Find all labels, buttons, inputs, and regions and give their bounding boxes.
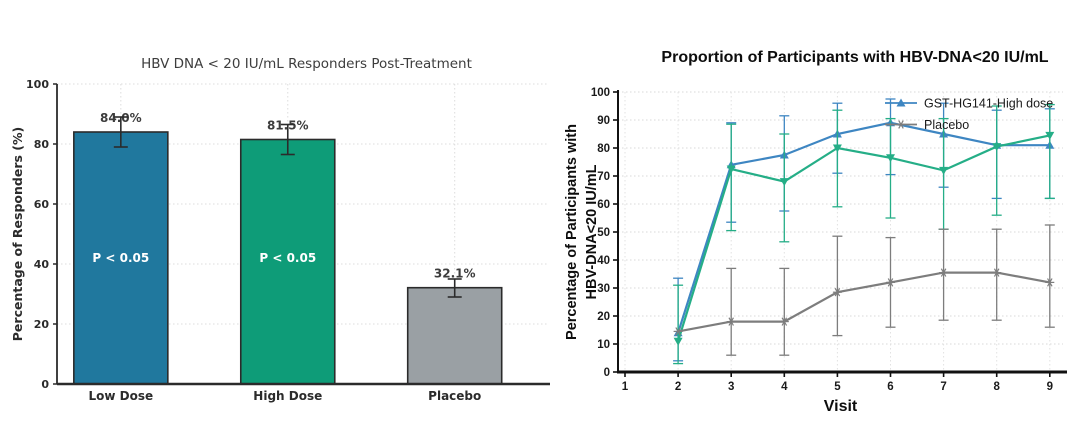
line-chart-svg: 0 10 20 30 40 50 60 70 80 90 100 1 2 3 4 5 6 7 8 9 Proportio…: [564, 49, 1067, 415]
x-tick-label: 1: [622, 381, 629, 393]
x-tick-label: 9: [1047, 381, 1053, 393]
y-tick-label: 50: [597, 227, 610, 239]
series-line: [677, 134, 1051, 342]
triangle-down-marker: [673, 337, 683, 346]
triangle-down-marker: [939, 166, 949, 175]
x-tick-label-low-dose: Low Dose: [89, 389, 154, 403]
triangle-down-marker: [992, 143, 1002, 152]
bar-high-dose: [239, 138, 336, 385]
y-tick-label: 30: [597, 283, 610, 295]
y-tick-label: 40: [597, 255, 610, 267]
series-line: [677, 121, 1050, 334]
x-tick-label: 3: [728, 381, 734, 393]
x-tick-label: 2: [675, 381, 681, 393]
x-tick-label-high-dose: High Dose: [253, 389, 322, 403]
legend: GST-HG141-High dose Placebo: [885, 97, 1053, 132]
triangle-up-marker: [896, 98, 906, 107]
axes: 0 10 20 30 40 50 60 70 80 90 100 1 2 3 4 5 6 7 8 9: [591, 87, 1067, 393]
x-tick-label: 4: [781, 381, 788, 393]
bar-low-dose: [73, 131, 169, 385]
bar-placebo: [406, 286, 503, 385]
star-marker: [779, 317, 789, 326]
triangle-down-marker: [779, 178, 789, 187]
bar-chart-figure: P < 0.05 84.0% P < 0.05 81.5% 32.1% 0 20 40 60 80…: [10, 56, 550, 403]
y-tick-label: 80: [34, 138, 50, 151]
star-marker: [726, 317, 736, 326]
y-tick-label: 100: [591, 87, 610, 99]
y-tick-label: 80: [597, 143, 610, 155]
y-tick-label: 60: [34, 198, 50, 211]
x-axis-label: Visit: [824, 398, 858, 415]
y-tick-label: 0: [41, 378, 49, 391]
y-tick-label: 10: [597, 339, 610, 351]
series-line: [677, 271, 1050, 333]
y-axis-label-line1: Percentage of Participants with: [564, 124, 580, 340]
star-marker: [673, 327, 683, 336]
axes: 0 20 40 60 80 100 Low Dose High Dose Placebo: [26, 78, 550, 403]
x-tick-label: 7: [940, 381, 946, 393]
star-marker: [1045, 278, 1055, 287]
y-tick-label: 100: [26, 78, 49, 91]
y-tick-label: 20: [34, 318, 50, 331]
bar-value-label: 32.1%: [434, 267, 476, 281]
x-tick-label: 8: [993, 381, 1000, 393]
x-tick-label: 5: [834, 381, 841, 393]
series-unlabeled-green: [673, 103, 1055, 365]
bar-annotation: P < 0.05: [92, 251, 149, 265]
x-tick-label-placebo: Placebo: [428, 389, 481, 403]
y-tick-label: 40: [34, 258, 50, 271]
star-marker: [886, 278, 895, 287]
legend-label-placebo: Placebo: [924, 118, 969, 132]
series-placebo: [673, 224, 1055, 356]
triangle-down-marker: [726, 165, 736, 174]
y-tick-label: 0: [604, 367, 610, 379]
x-tick-label: 6: [887, 381, 893, 393]
error-bars: [113, 116, 462, 298]
legend-label-gst-hg141-high-dose: GST-HG141-High dose: [924, 97, 1053, 111]
triangle-down-marker: [886, 154, 895, 163]
star-marker: [832, 288, 842, 297]
y-tick-label: 60: [597, 199, 610, 211]
y-axis-label: Percentage of Responders (%): [10, 127, 25, 341]
line-chart-figure: 0 10 20 30 40 50 60 70 80 90 100 1 2 3 4 5 6 7 8 9 Proportio…: [560, 0, 1073, 435]
y-tick-label: 70: [597, 171, 610, 183]
star-marker: [939, 268, 949, 277]
y-axis-label-line2: HBV-DNA<20 IU/mL: [584, 164, 600, 299]
star-marker: [896, 120, 906, 129]
triangle-down-marker: [1045, 131, 1055, 140]
chart-title: HBV DNA < 20 IU/mL Responders Post-Treat…: [141, 56, 472, 72]
y-tick-label: 20: [597, 311, 610, 323]
y-tick-label: 90: [597, 115, 610, 127]
bar-annotation: P < 0.05: [259, 251, 316, 265]
star-marker: [992, 268, 1002, 277]
chart-title: Proportion of Participants with HBV-DNA<…: [661, 49, 1048, 66]
triangle-down-marker: [832, 144, 842, 153]
